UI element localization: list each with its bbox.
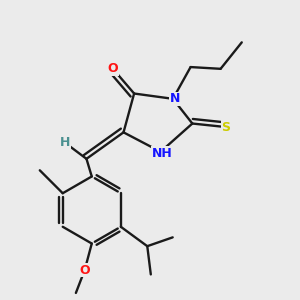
Text: N: N xyxy=(169,92,180,105)
Text: O: O xyxy=(80,263,90,277)
Text: O: O xyxy=(108,62,118,75)
Text: H: H xyxy=(60,136,70,149)
Text: S: S xyxy=(221,121,230,134)
Text: NH: NH xyxy=(152,147,173,160)
